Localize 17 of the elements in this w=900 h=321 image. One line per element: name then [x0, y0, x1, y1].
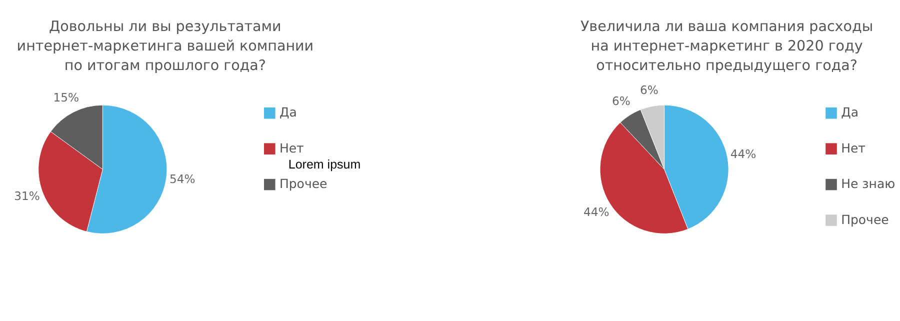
legend-label: Да	[841, 104, 859, 120]
data-label: 6%	[612, 94, 630, 108]
data-label: 31%	[14, 189, 40, 204]
data-label: 54%	[170, 172, 196, 186]
text: Lorem ipsum	[288, 157, 361, 172]
legend-label: Нет	[279, 140, 304, 156]
legend-label: Не знаю	[841, 176, 896, 192]
data-label: 15%	[53, 90, 80, 104]
legend-label: Нет	[841, 140, 866, 156]
legend-label: Прочее	[279, 176, 328, 192]
legend-label: Да	[279, 104, 297, 120]
chart-title: Довольны ли вы результатами интернет-маркетинга вашей компании по итогам прошлого года?	[16, 18, 314, 74]
legend-label: Прочее	[841, 212, 890, 227]
data-label: 44%	[584, 204, 610, 219]
data-label: 6%	[640, 82, 658, 97]
data-label: 44%	[730, 146, 756, 161]
chart-title: Увеличила ли ваша компания расходы на интернет-маркетинг в 2020 году относительно предыдущего года?	[580, 18, 874, 74]
